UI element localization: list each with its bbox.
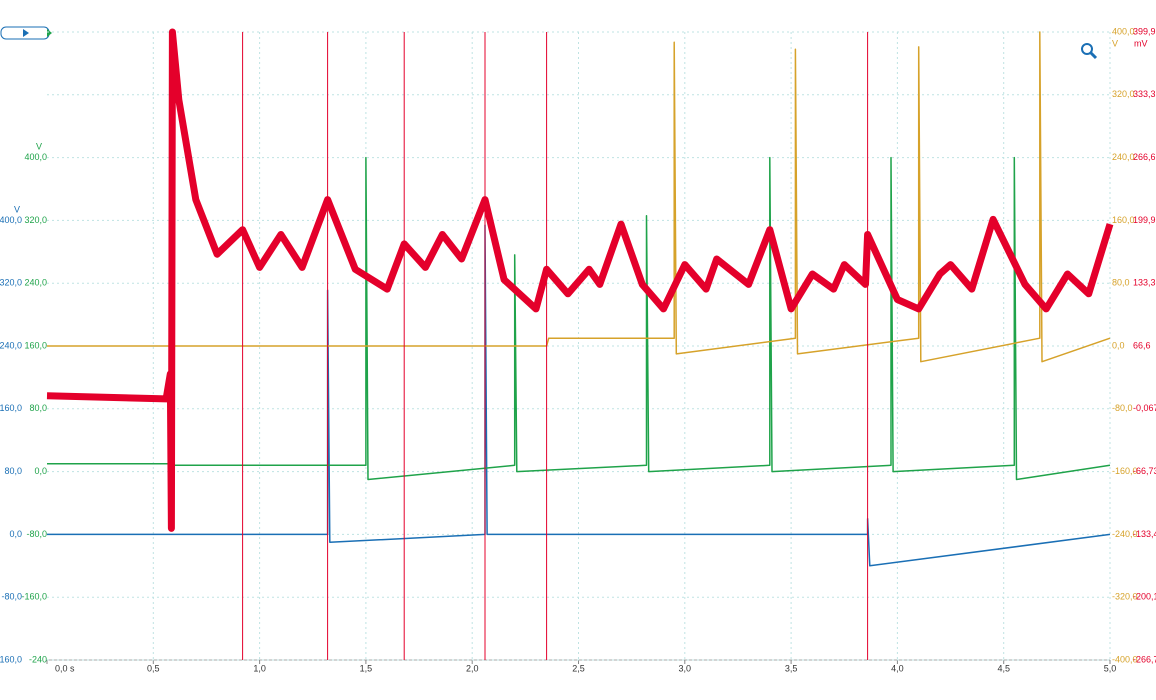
y-tick-label: 240,0 (1112, 152, 1135, 162)
y-tick-label: 400,0 (24, 152, 47, 162)
y-tick-label: -80,0 (26, 529, 47, 539)
x-tick-label: 4,0 (891, 663, 904, 673)
axis-unit: V (36, 141, 42, 151)
y-tick-label: 133,3 (1133, 278, 1156, 288)
y-tick-label: 80,0 (1112, 278, 1130, 288)
y-tick-label: 160,0 (0, 403, 22, 413)
y-tick-label: 160,0 (1112, 215, 1135, 225)
y-tick-label: 399,9 (1133, 26, 1156, 36)
y-tick-label: 80,0 (29, 403, 47, 413)
axis-unit: mV (1134, 38, 1148, 48)
x-tick-label: 2,5 (572, 663, 585, 673)
zoom-icon-handle (1089, 51, 1098, 60)
axis-unit: V (14, 204, 20, 214)
x-tick-label: 0,0 s (55, 663, 75, 673)
y-tick-label: -266,7 (1133, 654, 1156, 664)
y-tick-label: -160,0 (21, 592, 47, 602)
x-tick-label: 1,0 (253, 663, 266, 673)
y-tick-label: -133,4 (1133, 529, 1156, 539)
y-tick-label: -80,0 (1, 592, 22, 602)
x-tick-label: 5,0 (1104, 663, 1117, 673)
y-tick-label: 333,3 (1133, 89, 1156, 99)
x-tick-label: 2,0 (466, 663, 479, 673)
y-tick-label: -240,0 (1112, 529, 1138, 539)
y-tick-label: 266,6 (1133, 152, 1156, 162)
trace (47, 156, 1111, 481)
y-tick-label: 320,0 (1112, 89, 1135, 99)
y-tick-label: -200,1 (1133, 592, 1156, 602)
y-tick-label: -66,73 (1133, 466, 1156, 476)
toolbar-arrow (47, 29, 52, 37)
y-tick-label: -160,0 (1112, 466, 1138, 476)
y-tick-label: -80,0 (1112, 403, 1133, 413)
y-tick-label: 400,0 (0, 215, 22, 225)
trace (242, 32, 869, 660)
x-tick-label: 3,0 (679, 663, 692, 673)
y-tick-label: 160,0 (24, 340, 47, 350)
y-tick-label: 80,0 (4, 466, 22, 476)
y-tick-label: 0,0 (34, 466, 47, 476)
y-tick-label: 66,6 (1133, 340, 1151, 350)
x-tick-label: 4,5 (997, 663, 1010, 673)
y-tick-label: 199,9 (1133, 215, 1156, 225)
trace (46, 28, 1114, 532)
y-tick-label: 240,0 (24, 278, 47, 288)
y-tick-label: -160,0 (0, 654, 22, 664)
y-tick-label: 240,0 (0, 340, 22, 350)
y-tick-label: 320,0 (0, 278, 22, 288)
y-tick-label: -0,067 (1133, 403, 1156, 413)
y-tick-label: 400,0 (1112, 26, 1135, 36)
y-tick-label: -240 (29, 654, 47, 664)
x-tick-label: 3,5 (785, 663, 798, 673)
trace (47, 31, 1111, 363)
zoom-icon[interactable] (1081, 43, 1093, 55)
x-tick-label: 0,5 (147, 663, 160, 673)
y-tick-label: 320,0 (24, 215, 47, 225)
y-tick-label: -320,0 (1112, 592, 1138, 602)
x-tick-label: 1,5 (360, 663, 373, 673)
toolbar-arrow (23, 29, 29, 37)
axis-unit: V (1112, 38, 1118, 48)
y-tick-label: -400,0 (1112, 654, 1138, 664)
y-tick-label: 0,0 (9, 529, 22, 539)
y-tick-label: 0,0 (1112, 340, 1125, 350)
